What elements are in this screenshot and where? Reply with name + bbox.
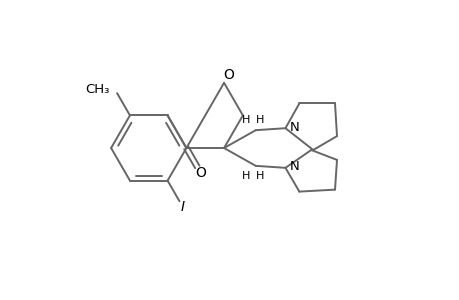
Text: H: H xyxy=(241,171,250,181)
Text: N: N xyxy=(289,121,298,134)
Text: N: N xyxy=(289,160,298,173)
Text: I: I xyxy=(180,200,185,214)
Text: O: O xyxy=(223,68,234,82)
Text: H: H xyxy=(241,115,250,125)
Text: H: H xyxy=(255,115,263,125)
Text: O: O xyxy=(195,166,206,180)
Text: H: H xyxy=(255,171,263,181)
Text: CH₃: CH₃ xyxy=(84,83,109,96)
